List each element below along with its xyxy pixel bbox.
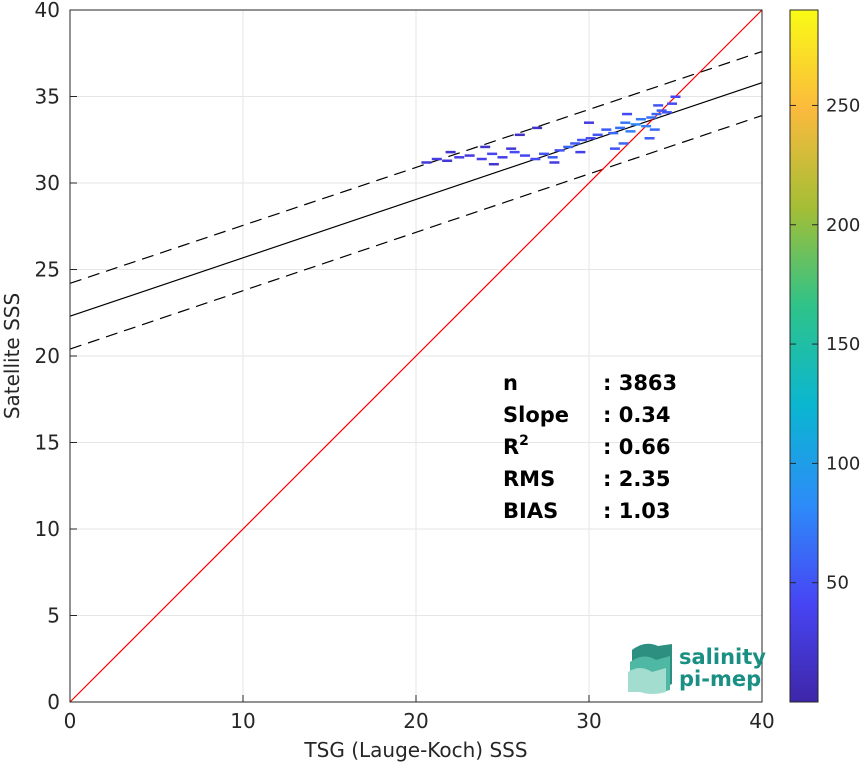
stat-value: : 0.66 <box>603 435 671 459</box>
density-point <box>651 112 662 116</box>
density-point <box>506 147 517 150</box>
x-ticks: 0 10 20 30 40 <box>64 695 775 733</box>
x-tick-label: 10 <box>230 709 255 733</box>
density-point <box>539 152 550 156</box>
wave-logo-icon <box>628 643 672 694</box>
density-point <box>667 102 678 105</box>
density-point <box>618 142 629 145</box>
stat-label: Slope <box>503 403 569 427</box>
colorbar-tick-label: 200 <box>826 215 860 236</box>
density-point <box>563 145 574 149</box>
density-point <box>644 137 655 140</box>
density-point <box>670 95 681 98</box>
fit-band-lower-line <box>69 114 763 350</box>
stat-value: : 1.03 <box>603 499 671 523</box>
density-point <box>476 157 487 161</box>
density-point <box>608 131 619 135</box>
density-point <box>646 116 657 119</box>
colorbar-tick-label: 150 <box>826 334 860 355</box>
salinity-pi-mep-logo: salinity pi-mep <box>628 643 766 694</box>
y-tick-label: 30 <box>35 171 60 195</box>
density-point <box>577 138 588 142</box>
y-tick-label: 15 <box>35 431 60 455</box>
density-point <box>630 123 641 126</box>
density-point <box>431 157 442 161</box>
density-point <box>625 130 636 133</box>
density-point <box>620 121 631 124</box>
colorbar-tick-label: 50 <box>826 573 849 594</box>
y-tick-label: 0 <box>47 690 60 714</box>
density-point <box>615 126 626 130</box>
density-point <box>585 137 596 140</box>
density-point <box>601 128 612 131</box>
y-tick-label: 20 <box>35 344 60 368</box>
density-point <box>570 142 581 145</box>
fit-line <box>69 82 763 317</box>
density-point <box>509 150 520 154</box>
density-point <box>549 161 560 164</box>
y-tick-label: 5 <box>47 604 60 628</box>
stat-label: RMS <box>503 467 555 491</box>
y-tick-label: 35 <box>35 85 60 109</box>
density-point <box>575 150 586 154</box>
density-point <box>592 133 603 137</box>
stat-value: : 2.35 <box>603 467 671 491</box>
y-ticks: 0 5 10 15 20 25 30 35 40 <box>35 0 77 714</box>
stat-label: BIAS <box>503 499 558 523</box>
y-tick-label: 10 <box>35 517 60 541</box>
density-point <box>464 154 475 157</box>
density-point <box>609 147 620 150</box>
density-point <box>653 104 664 107</box>
density-point <box>487 152 498 156</box>
y-tick-label: 40 <box>35 0 60 22</box>
density-point <box>649 128 660 131</box>
density-point <box>530 157 541 161</box>
density-point <box>445 150 456 154</box>
density-point <box>635 117 646 121</box>
density-point <box>454 156 465 159</box>
density-point <box>622 112 633 116</box>
density-point <box>656 109 667 112</box>
x-tick-label: 40 <box>749 709 774 733</box>
y-tick-label: 25 <box>35 258 60 282</box>
y-axis-label: Satellite SSS <box>0 293 24 419</box>
colorbar-ticks: 50 100 150 200 250 <box>790 95 860 594</box>
density-point <box>661 111 672 114</box>
x-tick-label: 0 <box>64 709 77 733</box>
density-point <box>442 159 453 163</box>
density-point <box>421 161 432 164</box>
fit-band-upper-line <box>69 50 763 284</box>
density-point <box>584 121 594 124</box>
density-point <box>497 156 508 159</box>
density-point <box>547 156 558 159</box>
stat-value: : 0.34 <box>603 403 671 427</box>
density-point <box>519 154 530 157</box>
x-tick-label: 20 <box>403 709 428 733</box>
density-point <box>488 162 499 166</box>
density-point <box>641 124 652 128</box>
density-points <box>421 95 681 166</box>
colorbar <box>789 9 819 703</box>
density-point <box>532 126 543 130</box>
colorbar-tick-label: 100 <box>826 453 860 474</box>
stat-value: : 3863 <box>603 371 677 395</box>
x-axis-label: TSG (Lauge-Koch) SSS <box>303 738 527 762</box>
density-point <box>480 145 491 149</box>
colorbar-tick-label: 250 <box>826 95 860 116</box>
density-point <box>514 133 525 137</box>
logo-text-salinity: salinity <box>679 645 766 669</box>
density-point <box>554 149 565 152</box>
stat-label: n <box>503 371 518 395</box>
x-tick-label: 30 <box>576 709 601 733</box>
logo-text-pi-mep: pi-mep <box>679 667 761 691</box>
